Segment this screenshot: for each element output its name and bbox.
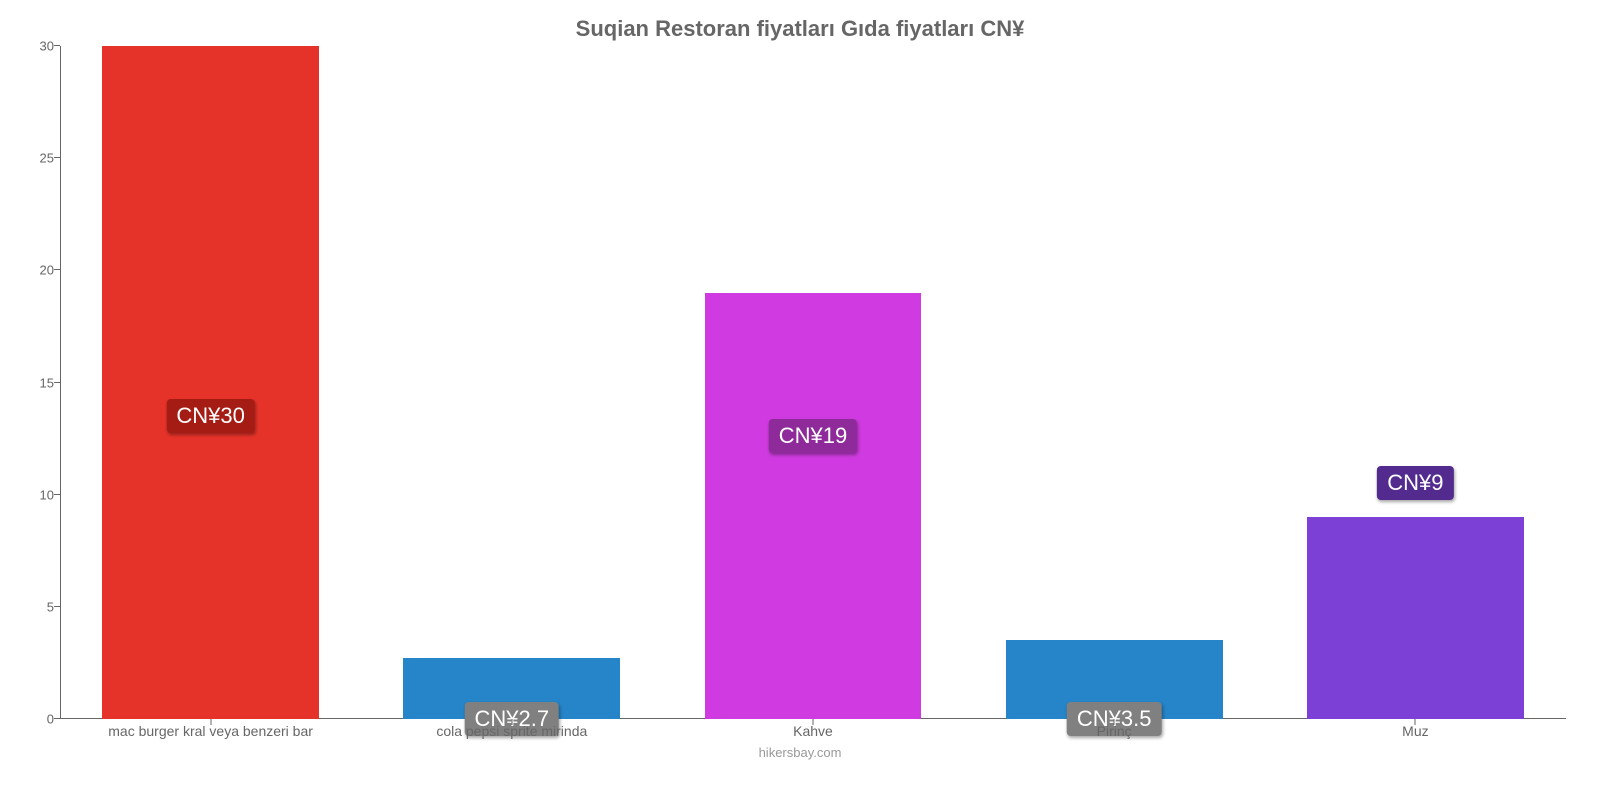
chart-plot-area: CN¥30CN¥2.7CN¥19CN¥3.5CN¥9 051015202530 bbox=[60, 46, 1566, 719]
bar-value-label: CN¥30 bbox=[166, 399, 254, 433]
bar-value-label: CN¥19 bbox=[769, 419, 857, 453]
bars-layer: CN¥30CN¥2.7CN¥19CN¥3.5CN¥9 bbox=[60, 46, 1566, 719]
bar bbox=[705, 293, 922, 719]
y-tick-mark bbox=[54, 606, 60, 607]
y-tick-label: 0 bbox=[24, 712, 54, 727]
y-tick-mark bbox=[54, 45, 60, 46]
bar bbox=[102, 46, 319, 719]
y-tick-label: 25 bbox=[24, 151, 54, 166]
x-axis-label: mac burger kral veya benzeri bar bbox=[108, 723, 313, 739]
bar bbox=[1307, 517, 1524, 719]
y-tick-mark bbox=[54, 157, 60, 158]
x-axis-label: Pirinç bbox=[1097, 723, 1132, 739]
chart-title: Suqian Restoran fiyatları Gıda fiyatları… bbox=[24, 10, 1576, 46]
y-tick-mark bbox=[54, 382, 60, 383]
y-tick-label: 10 bbox=[24, 487, 54, 502]
y-tick-mark bbox=[54, 494, 60, 495]
x-axis-labels: mac burger kral veya benzeri bar cola pep… bbox=[60, 719, 1566, 743]
x-axis-label: cola pepsi sprite mirinda bbox=[436, 723, 587, 739]
y-tick-label: 20 bbox=[24, 263, 54, 278]
y-tick-label: 30 bbox=[24, 39, 54, 54]
y-tick-label: 15 bbox=[24, 375, 54, 390]
price-chart: Suqian Restoran fiyatları Gıda fiyatları… bbox=[0, 0, 1600, 800]
bar-value-label: CN¥9 bbox=[1377, 466, 1453, 500]
chart-footer: hikersbay.com bbox=[24, 743, 1576, 760]
x-axis-label: Kahve bbox=[793, 723, 833, 739]
y-tick-label: 5 bbox=[24, 599, 54, 614]
x-axis-label: Muz bbox=[1402, 723, 1428, 739]
y-tick-mark bbox=[54, 269, 60, 270]
